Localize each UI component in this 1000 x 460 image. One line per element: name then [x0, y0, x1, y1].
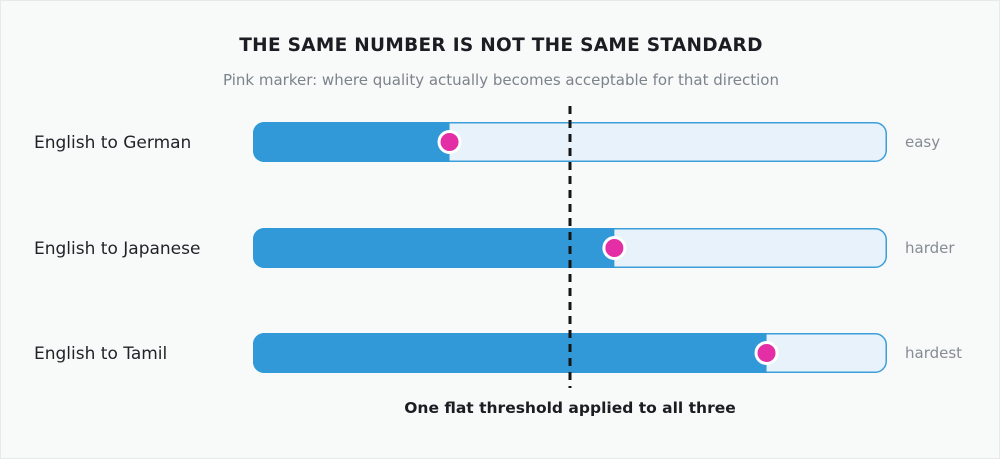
quality-marker: [754, 341, 779, 365]
bar-row: English to Tamil hardest: [34, 333, 962, 373]
bar-fill: [253, 228, 615, 268]
bar-row: English to German easy: [34, 122, 940, 162]
category-label: English to Japanese: [34, 239, 200, 259]
bar-rows: English to German easy English to Japanese…: [34, 122, 962, 373]
quality-marker: [437, 130, 462, 154]
difficulty-label: easy: [905, 133, 940, 151]
difficulty-label: harder: [905, 239, 955, 257]
quality-marker: [602, 236, 627, 260]
bar-row: English to Japanese harder: [34, 228, 955, 268]
threshold-label: One flat threshold applied to all three: [404, 399, 736, 417]
chart-subtitle: Pink marker: where quality actually beco…: [223, 71, 779, 89]
bar-fill: [253, 333, 767, 373]
category-label: English to Tamil: [34, 344, 167, 364]
difficulty-label: hardest: [905, 344, 962, 362]
chart-title: THE SAME NUMBER IS NOT THE SAME STANDARD: [239, 35, 763, 56]
category-label: English to German: [34, 133, 191, 153]
bar-fill: [253, 122, 450, 162]
